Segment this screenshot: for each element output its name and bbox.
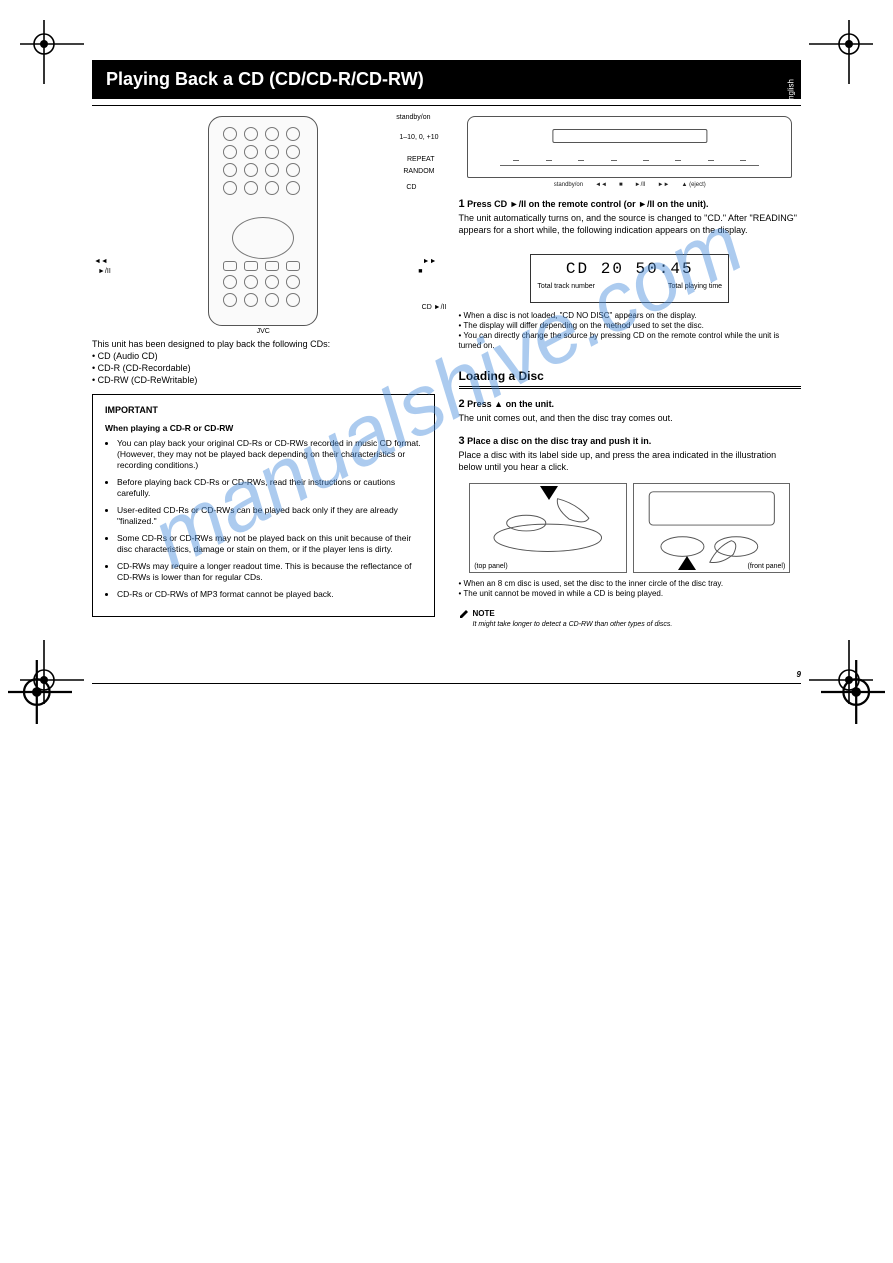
note-text: It might take longer to detect a CD-RW t…: [473, 621, 673, 628]
remote-diagram: standby/on 1–10, 0, +10 REPEAT RANDOM CD…: [92, 116, 435, 326]
remote-label-random: RANDOM: [403, 168, 434, 176]
remote-label-stop: ■: [418, 268, 422, 276]
step2-text: The unit comes out, and then the disc tr…: [459, 413, 673, 423]
unit-button-labels: standby/on ◄◄ ■ ►/II ►► ▲ (eject): [554, 182, 706, 190]
lcd-display: CD 20 50:45 Total track number Total pla…: [530, 254, 729, 303]
important-b5: CD-RWs may require a longer readout time…: [117, 561, 422, 583]
remote-label-play: ►/II: [98, 268, 111, 276]
page-number: 9: [797, 670, 801, 680]
language-tab: English: [786, 79, 796, 105]
important-b4: Some CD-Rs or CD-RWs may not be played b…: [117, 533, 422, 555]
important-lead: When playing a CD-R or CD-RW: [105, 423, 422, 434]
rule: [92, 105, 801, 106]
remote-label-numeric: 1–10, 0, +10: [399, 134, 438, 142]
step2-bold: Press ▲ on the unit.: [467, 399, 554, 409]
remote-label-power: standby/on: [396, 114, 430, 122]
pencil-icon: [459, 609, 469, 619]
lcd-annot-left: Total track number: [537, 283, 595, 292]
section-heading-bar: Playing Back a CD (CD/CD-R/CD-RW) Englis…: [92, 60, 801, 99]
fig-front-panel: (front panel): [633, 483, 791, 573]
step1-bold: Press CD ►/II on the remote control (or …: [467, 199, 708, 209]
important-box: IMPORTANT When playing a CD-R or CD-RW Y…: [92, 394, 435, 617]
remote-label-repeat: REPEAT: [407, 156, 435, 164]
step-1: 1 Press CD ►/II on the remote control (o…: [459, 197, 802, 236]
top-panel-caption: (top panel): [474, 563, 507, 572]
lcd-annot-right: Total playing time: [668, 283, 722, 292]
insert-disc-figures: (top panel) (front panel): [459, 483, 802, 573]
note-block: NOTE It might take longer to detect a CD…: [459, 609, 802, 630]
remote-label-cd: CD: [406, 184, 416, 192]
important-b3: User-edited CD-Rs or CD-RWs can be playe…: [117, 505, 422, 527]
step1-text: The unit automatically turns on, and the…: [459, 213, 797, 235]
right-column: standby/on ◄◄ ■ ►/II ►► ▲ (eject) 1 Pres…: [459, 116, 802, 631]
section-title: Playing Back a CD (CD/CD-R/CD-RW): [106, 68, 424, 91]
remote-label-next: ►►: [423, 258, 437, 266]
unit-diagram: standby/on ◄◄ ■ ►/II ►► ▲ (eject): [459, 116, 802, 190]
note-label: NOTE: [473, 609, 495, 618]
page-footer: 9: [92, 670, 801, 680]
remote-brand: JVC: [257, 328, 270, 336]
step1-note-b: You can directly change the source by pr…: [459, 331, 780, 350]
manual-page: Playing Back a CD (CD/CD-R/CD-RW) Englis…: [0, 0, 893, 724]
front-panel-caption: (front panel): [748, 563, 786, 572]
left-column: standby/on 1–10, 0, +10 REPEAT RANDOM CD…: [92, 116, 435, 631]
step3-text: Place a disc with its label side up, and…: [459, 450, 777, 472]
step3-bold: Place a disc on the disc tray and push i…: [467, 436, 651, 446]
step1-when-disc: When a disc is not loaded, "CD NO DISC" …: [464, 311, 697, 320]
important-b6: CD-Rs or CD-RWs of MP3 format cannot be …: [117, 589, 422, 600]
step-2: 2 Press ▲ on the unit. The unit comes ou…: [459, 397, 802, 424]
fig-top-panel: (top panel): [469, 483, 627, 573]
remote-label-prev: ◄◄: [94, 258, 108, 266]
step3-note2: The unit cannot be moved in while a CD i…: [463, 589, 663, 598]
step1-note-a: The display will differ depending on the…: [463, 321, 703, 330]
lcd-text: CD 20 50:45: [566, 260, 694, 278]
important-b1: You can play back your original CD-Rs or…: [117, 438, 422, 471]
step3-note1: When an 8 cm disc is used, set the disc …: [464, 579, 724, 588]
step-3: 3 Place a disc on the disc tray and push…: [459, 434, 802, 473]
important-title: IMPORTANT: [105, 405, 422, 417]
intro-text: This unit has been designed to play back…: [92, 338, 435, 387]
important-b2: Before playing back CD-Rs or CD-RWs, rea…: [117, 477, 422, 499]
remote-label-cdplay: CD ►/II: [422, 304, 447, 312]
loading-heading: Loading a Disc: [459, 369, 802, 384]
